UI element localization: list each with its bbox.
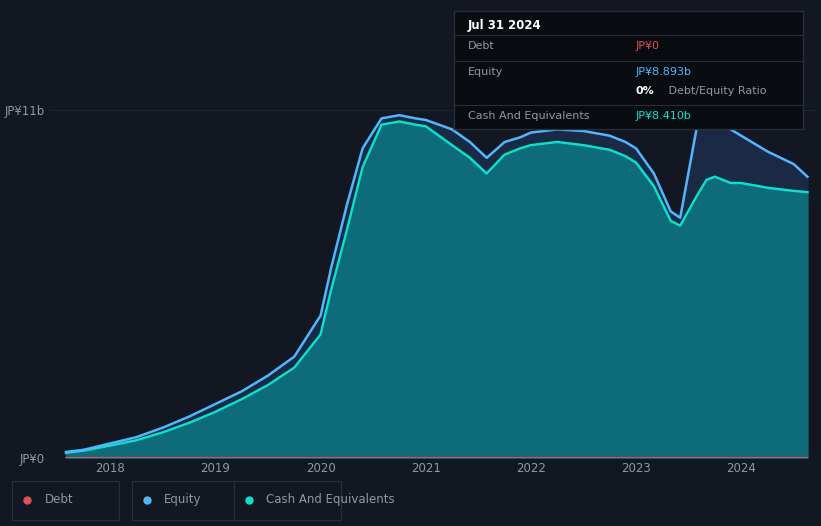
Text: JP¥8.410b: JP¥8.410b [635, 111, 691, 121]
Text: Cash And Equivalents: Cash And Equivalents [267, 493, 395, 506]
Text: Equity: Equity [164, 493, 201, 506]
Text: Debt: Debt [468, 42, 495, 52]
Text: JP¥8.893b: JP¥8.893b [635, 67, 691, 77]
FancyBboxPatch shape [235, 481, 342, 520]
Text: Cash And Equivalents: Cash And Equivalents [468, 111, 589, 121]
Text: Debt: Debt [44, 493, 73, 506]
Text: JP¥0: JP¥0 [635, 42, 659, 52]
Text: Jul 31 2024: Jul 31 2024 [468, 19, 542, 32]
Text: Equity: Equity [468, 67, 503, 77]
FancyBboxPatch shape [132, 481, 239, 520]
Text: Debt/Equity Ratio: Debt/Equity Ratio [665, 86, 767, 96]
FancyBboxPatch shape [12, 481, 119, 520]
Text: 0%: 0% [635, 86, 654, 96]
